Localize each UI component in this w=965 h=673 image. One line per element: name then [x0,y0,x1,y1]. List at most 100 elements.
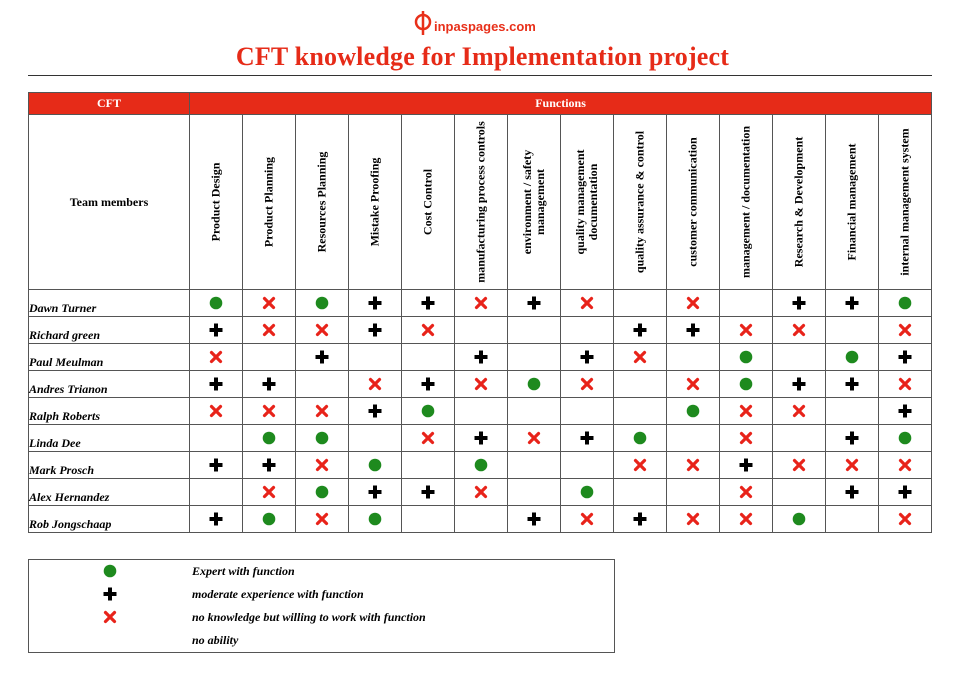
rating-cell [666,397,720,425]
rating-cell [825,397,879,425]
legend-item: Expert with function [29,562,614,582]
expert-circle-icon [898,431,912,445]
rating-cell [348,316,402,344]
function-header-8: quality assurance & control [613,114,667,290]
willing-x-icon [686,458,700,472]
rating-cell [772,451,826,479]
rating-cell [666,478,720,506]
function-label: Product Planning [261,156,276,248]
rating-cell [877,370,933,398]
rating-cell [348,289,402,317]
rating-cell [401,451,455,479]
rating-cell [348,451,402,479]
willing-x-icon [315,323,329,337]
member-name: Andres Trianon [28,370,190,398]
moderate-plus-icon [633,512,647,526]
expert-circle-icon [262,431,276,445]
expert-circle-icon [474,458,488,472]
expert-circle-icon [315,485,329,499]
expert-circle-icon [845,350,859,364]
rating-cell [877,478,933,506]
rating-cell [189,424,243,452]
willing-x-icon [262,485,276,499]
moderate-plus-icon [739,458,753,472]
rating-cell [401,316,455,344]
rating-cell [772,316,826,344]
member-name: Paul Meulman [28,343,190,371]
function-header-0: Product Design [189,114,243,290]
expert-circle-icon [262,512,276,526]
rating-cell [348,424,402,452]
rating-cell [507,289,561,317]
rating-cell [189,289,243,317]
cft-matrix-table: CFT Functions Team members Product Desig… [28,92,933,533]
willing-x-icon [686,296,700,310]
moderate-plus-icon [792,296,806,310]
rating-cell [825,505,879,533]
rating-cell [242,505,296,533]
rating-cell [242,343,296,371]
rating-cell [295,478,349,506]
rating-cell [189,316,243,344]
expert-circle-icon [739,377,753,391]
rating-cell [401,424,455,452]
rating-cell [401,370,455,398]
rating-cell [560,505,614,533]
function-label: Cost Control [420,168,435,236]
table-row: Andres Trianon [28,370,933,398]
rating-cell [189,451,243,479]
willing-x-icon [686,377,700,391]
willing-x-icon [315,458,329,472]
moderate-plus-icon [368,404,382,418]
function-label: internal management system [897,128,912,276]
rating-cell [825,343,879,371]
willing-x-icon [527,431,541,445]
willing-x-icon [580,512,594,526]
rating-cell [666,370,720,398]
rating-cell [507,424,561,452]
rating-cell [613,289,667,317]
function-header-3: Mistake Proofing [348,114,402,290]
function-header-11: Research & Development [772,114,826,290]
rating-cell [772,343,826,371]
rating-cell [242,451,296,479]
willing-x-icon [474,377,488,391]
function-label: environment / safety management [520,149,547,255]
rating-cell [401,397,455,425]
rating-cell [295,424,349,452]
rating-cell [295,289,349,317]
rating-cell [825,451,879,479]
function-label: manufacturing process controls [473,121,488,283]
rating-cell [666,424,720,452]
table-row: Paul Meulman [28,343,933,371]
function-label: Research & Development [791,136,806,268]
expert-circle-icon [421,404,435,418]
willing-x-icon [739,323,753,337]
rating-cell [613,478,667,506]
member-name: Mark Prosch [28,451,190,479]
function-header-7: quality management documentation [560,114,614,290]
willing-x-icon [898,323,912,337]
title-divider [28,75,932,76]
rating-cell [825,370,879,398]
rating-cell [772,289,826,317]
rating-cell [666,289,720,317]
rating-cell [454,424,508,452]
willing-x-icon [368,377,382,391]
expert-circle-icon [739,350,753,364]
rating-cell [454,289,508,317]
table-row: Richard green [28,316,933,344]
expert-circle-icon [315,431,329,445]
expert-circle-icon [209,296,223,310]
function-label: customer communication [685,137,700,267]
moderate-plus-icon [209,512,223,526]
moderate-plus-icon [209,377,223,391]
expert-circle-icon [315,296,329,310]
moderate-plus-icon [421,296,435,310]
rating-cell [877,424,933,452]
legend-item: no ability [29,631,614,651]
rating-cell [454,505,508,533]
willing-x-icon [792,404,806,418]
rating-cell [613,397,667,425]
function-header-10: management / documentation [719,114,773,290]
